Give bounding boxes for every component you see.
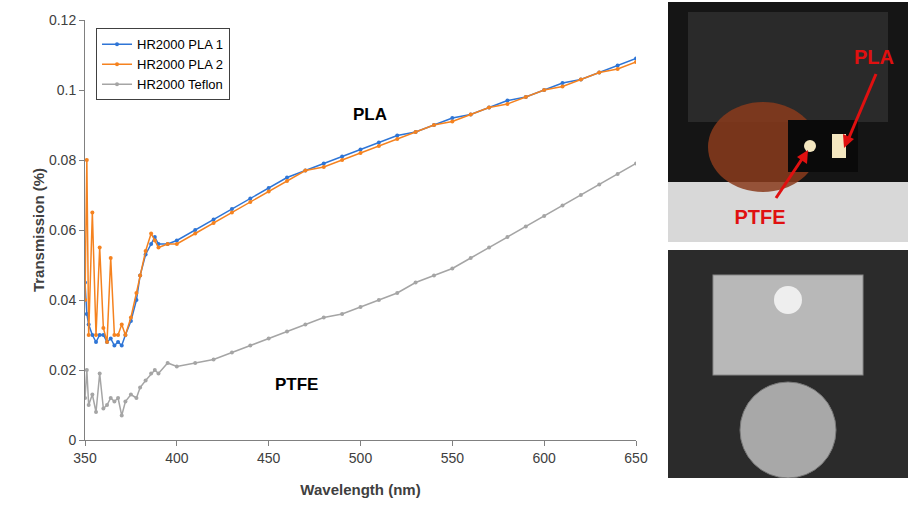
svg-text:0.08: 0.08	[49, 152, 76, 168]
svg-text:0.06: 0.06	[49, 222, 76, 238]
svg-text:550: 550	[441, 450, 465, 466]
svg-text:350: 350	[73, 450, 97, 466]
svg-text:Wavelength (nm): Wavelength (nm)	[300, 481, 420, 498]
svg-text:0: 0	[68, 432, 76, 448]
svg-text:0.02: 0.02	[49, 362, 76, 378]
svg-text:600: 600	[532, 450, 556, 466]
svg-text:HR2000 Teflon: HR2000 Teflon	[137, 77, 223, 92]
svg-text:0.12: 0.12	[49, 12, 76, 28]
svg-text:650: 650	[624, 450, 648, 466]
svg-text:HR2000 PLA 1: HR2000 PLA 1	[137, 37, 223, 52]
svg-text:PTFE: PTFE	[734, 206, 785, 228]
svg-text:400: 400	[165, 450, 189, 466]
svg-text:450: 450	[257, 450, 281, 466]
svg-text:PTFE: PTFE	[275, 375, 318, 394]
svg-text:PLA: PLA	[353, 105, 387, 124]
svg-text:500: 500	[349, 450, 373, 466]
svg-text:0.04: 0.04	[49, 292, 76, 308]
svg-text:Transmission (%): Transmission (%)	[30, 168, 47, 292]
svg-text:PLA: PLA	[854, 46, 894, 68]
svg-text:HR2000 PLA 2: HR2000 PLA 2	[137, 57, 223, 72]
svg-text:0.1: 0.1	[57, 82, 77, 98]
